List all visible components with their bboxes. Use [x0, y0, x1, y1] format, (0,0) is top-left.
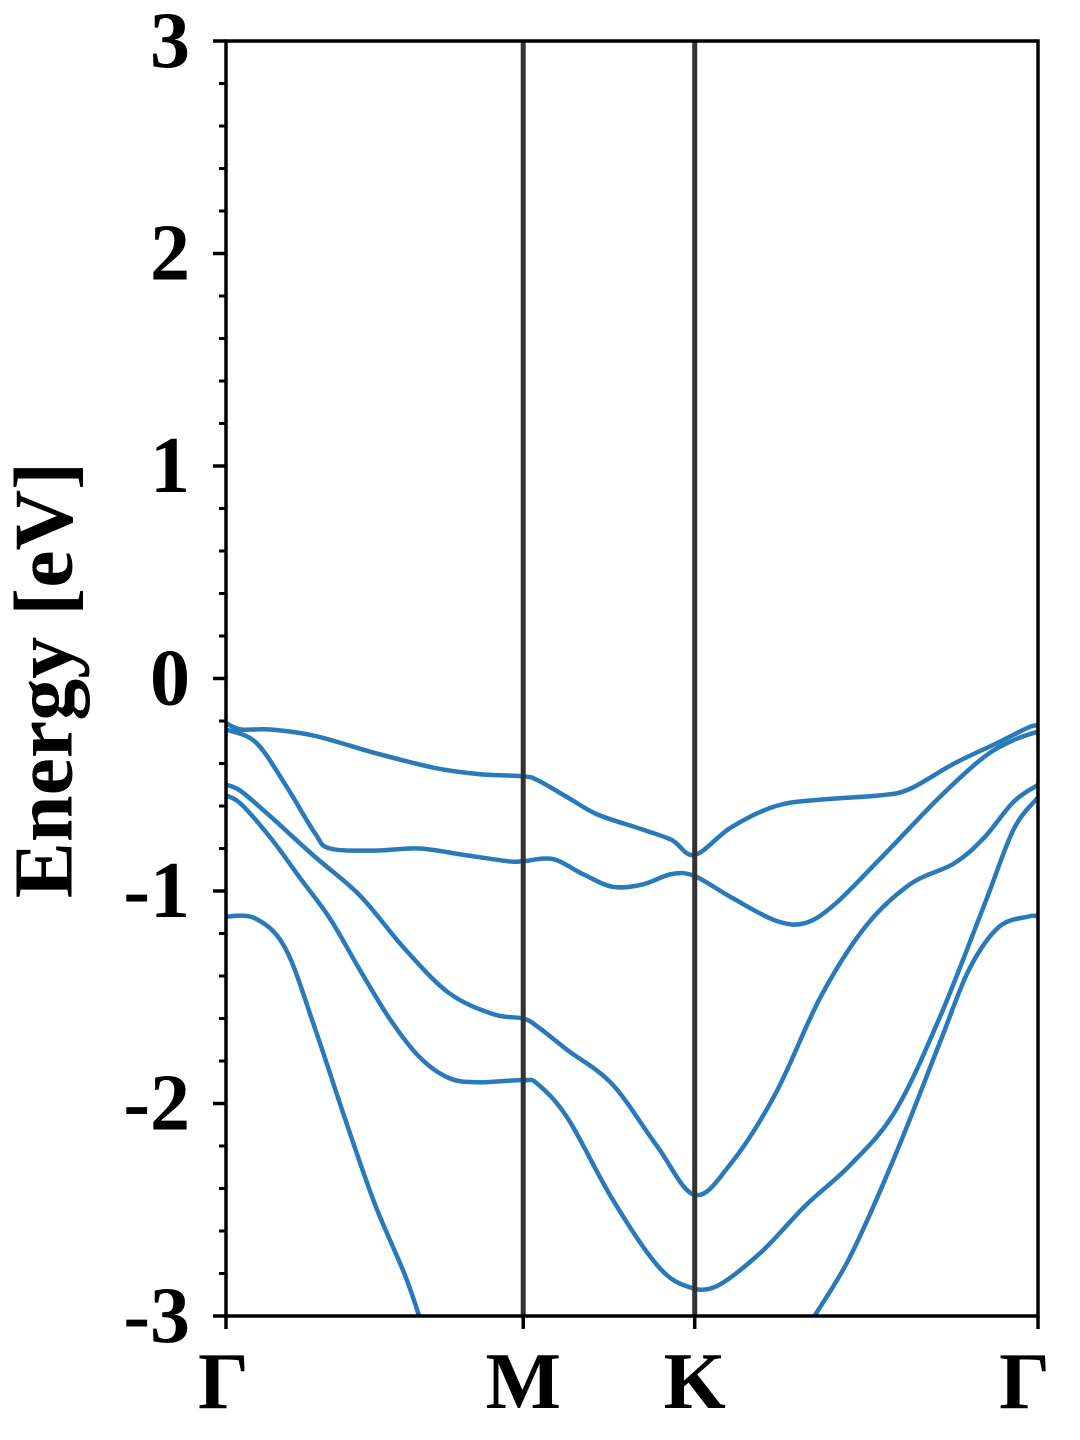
y-tick-label: -2 [123, 1060, 190, 1148]
plot-frame [224, 39, 1040, 1318]
band-lines [226, 720, 1038, 1316]
y-tick-label: 0 [150, 635, 190, 723]
y-tick-label: -3 [123, 1272, 190, 1360]
band-line [226, 793, 1038, 1292]
x-tick-label: Γ [999, 1338, 1050, 1426]
band-line [226, 913, 422, 1316]
y-tick-label: -1 [123, 847, 190, 935]
x-tick-label: K [664, 1338, 726, 1426]
y-tick-label: 2 [150, 210, 190, 298]
x-tick-label: M [485, 1338, 561, 1426]
y-tick-labels: 3 2 1 0 -1 -2 -3 [123, 0, 190, 1360]
kpoint-lines [224, 41, 1040, 1329]
y-major-ticks [213, 39, 226, 1318]
y-axis-label: Energy [eV] [0, 462, 90, 898]
y-tick-label: 3 [150, 0, 190, 85]
y-tick-label: 1 [150, 422, 190, 510]
band-line [812, 913, 1038, 1316]
x-tick-label: Γ [198, 1338, 249, 1426]
band-line [226, 727, 1038, 927]
band-line [226, 720, 1038, 858]
band-line [226, 782, 1038, 1198]
